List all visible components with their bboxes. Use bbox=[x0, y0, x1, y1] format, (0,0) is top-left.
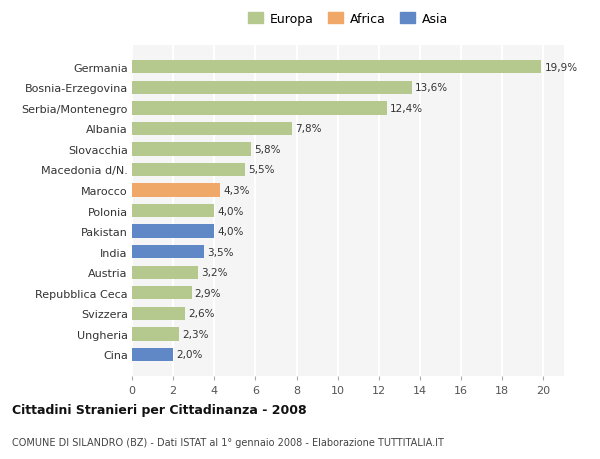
Bar bbox=[132, 225, 214, 238]
Bar bbox=[132, 61, 541, 74]
Bar bbox=[132, 286, 191, 300]
Bar bbox=[132, 246, 204, 259]
Text: 4,0%: 4,0% bbox=[217, 227, 244, 237]
Bar bbox=[132, 266, 198, 280]
Text: 2,6%: 2,6% bbox=[188, 309, 215, 319]
Text: 5,8%: 5,8% bbox=[254, 145, 281, 155]
Text: 2,9%: 2,9% bbox=[195, 288, 221, 298]
Bar bbox=[132, 328, 179, 341]
Bar bbox=[132, 307, 185, 320]
Text: 12,4%: 12,4% bbox=[390, 104, 423, 113]
Bar bbox=[132, 102, 387, 115]
Bar bbox=[132, 81, 412, 95]
Bar bbox=[132, 163, 245, 177]
Bar bbox=[132, 143, 251, 156]
Text: 2,3%: 2,3% bbox=[182, 329, 209, 339]
Text: COMUNE DI SILANDRO (BZ) - Dati ISTAT al 1° gennaio 2008 - Elaborazione TUTTITALI: COMUNE DI SILANDRO (BZ) - Dati ISTAT al … bbox=[12, 437, 444, 447]
Bar bbox=[132, 204, 214, 218]
Bar bbox=[132, 348, 173, 361]
Text: 7,8%: 7,8% bbox=[296, 124, 322, 134]
Bar bbox=[132, 184, 220, 197]
Text: 19,9%: 19,9% bbox=[544, 62, 578, 73]
Text: 4,3%: 4,3% bbox=[224, 185, 250, 196]
Text: 13,6%: 13,6% bbox=[415, 83, 448, 93]
Text: 4,0%: 4,0% bbox=[217, 206, 244, 216]
Text: Cittadini Stranieri per Cittadinanza - 2008: Cittadini Stranieri per Cittadinanza - 2… bbox=[12, 403, 307, 416]
Bar bbox=[132, 123, 292, 136]
Text: 5,5%: 5,5% bbox=[248, 165, 275, 175]
Text: 2,0%: 2,0% bbox=[176, 350, 203, 360]
Text: 3,5%: 3,5% bbox=[207, 247, 233, 257]
Text: 3,2%: 3,2% bbox=[201, 268, 227, 278]
Legend: Europa, Africa, Asia: Europa, Africa, Asia bbox=[244, 9, 452, 30]
